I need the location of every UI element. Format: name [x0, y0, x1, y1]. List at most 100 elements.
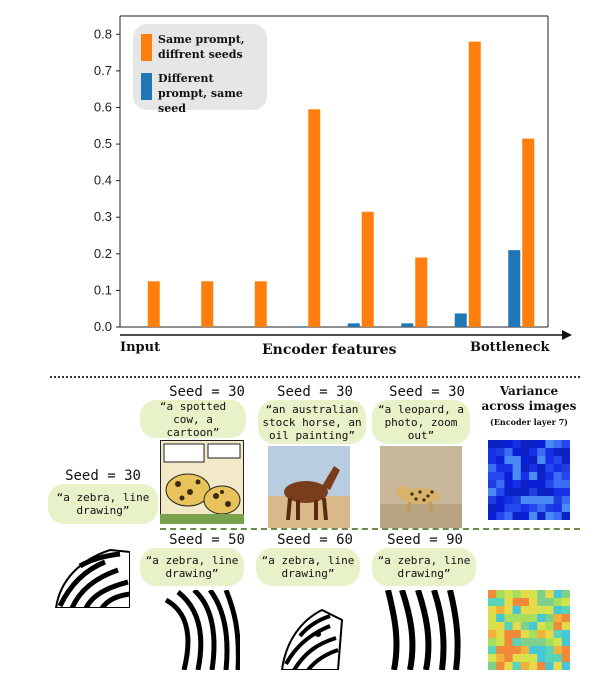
heatmap-cell — [561, 638, 570, 647]
heatmap-cell — [520, 496, 530, 505]
heatmap-cell — [520, 488, 530, 497]
heatmap-cell — [512, 614, 522, 623]
heatmap-cell — [512, 480, 522, 489]
heatmap-cell — [488, 496, 497, 505]
heatmap-cell — [488, 488, 497, 497]
blue-bar-3 — [294, 326, 307, 327]
heatmap-cell — [545, 456, 555, 465]
heatmap-cell — [520, 440, 530, 449]
heatmap-cell — [545, 448, 555, 457]
heatmap-cell — [545, 598, 555, 607]
heatmap-cell — [496, 638, 505, 647]
heatmap-cell — [504, 614, 514, 623]
bottom2-seed-label: Seed = 60 — [277, 532, 353, 548]
blue-bar-5 — [401, 323, 414, 327]
top1-prompt-bubble: “a spotted cow, a cartoon” — [140, 400, 246, 439]
heatmap-cell — [529, 448, 538, 457]
left-prompt-bubble: “a zebra, line drawing” — [48, 484, 158, 524]
heatmap-cell — [561, 440, 570, 449]
heatmap-cell — [512, 646, 522, 655]
heatmap-cell — [504, 504, 514, 513]
heatmap-cell — [537, 614, 546, 623]
heatmap-cell — [512, 598, 522, 607]
heatmap-cell — [496, 496, 505, 505]
y-tick-label-6: 0.6 — [94, 99, 112, 114]
heatmap-cell — [561, 456, 570, 465]
heatmap-cell — [512, 488, 522, 497]
heatmap-cell — [529, 504, 538, 513]
heatmap-cell — [504, 606, 514, 615]
heatmap-cell — [553, 512, 563, 520]
heatmap-cell — [520, 590, 530, 599]
heatmap-cell — [512, 512, 522, 520]
heatmap-cell — [561, 654, 570, 663]
heatmap-cell — [537, 488, 546, 497]
heatmap-cell — [529, 654, 538, 663]
heatmap-cell — [520, 614, 530, 623]
orange-bar-4 — [361, 211, 374, 327]
y-tick-label-5: 0.5 — [94, 136, 112, 151]
heatmap-cell — [553, 448, 563, 457]
heatmap-cell — [520, 662, 530, 670]
heatmap-cell — [537, 606, 546, 615]
zebra-image-seed-60 — [272, 590, 352, 670]
heatmap-cell — [529, 488, 538, 497]
y-tick-label-3: 0.3 — [94, 209, 112, 224]
heatmap-cell — [545, 480, 555, 489]
heatmap-cell — [553, 480, 563, 489]
legend-label-blue: Different prompt, same seed — [158, 72, 243, 115]
heatmap-cell — [512, 606, 522, 615]
heatmap-cell — [496, 512, 505, 520]
heatmap-cell — [504, 488, 514, 497]
heatmap-cell — [561, 606, 570, 615]
heatmap-cell — [496, 622, 505, 631]
heatmap-cell — [553, 614, 563, 623]
heatmap-cell — [553, 456, 563, 465]
heatmap-cell — [545, 662, 555, 670]
row-divider — [160, 528, 580, 530]
heatmap-cell — [488, 662, 497, 670]
heatmap-cell — [520, 622, 530, 631]
heatmap-cell — [512, 464, 522, 473]
bottom1-seed-label: Seed = 50 — [169, 532, 245, 548]
heatmap-cell — [545, 646, 555, 655]
heatmap-cell — [529, 646, 538, 655]
orange-bar-0 — [147, 281, 160, 327]
heatmap-cell — [537, 440, 546, 449]
heatmap-cell — [504, 590, 514, 599]
variance-title: Variance across images — [481, 384, 577, 413]
x-axis-title: Encoder features — [262, 342, 397, 358]
orange-bar-7 — [522, 138, 535, 327]
heatmap-cell — [488, 480, 497, 489]
bottom1-prompt-bubble: “a zebra, line drawing” — [140, 548, 244, 586]
heatmap-cell — [504, 496, 514, 505]
heatmap-cell — [520, 654, 530, 663]
heatmap-cell — [504, 480, 514, 489]
heatmap-cell — [496, 488, 505, 497]
heatmap-cell — [488, 630, 497, 639]
heatmap-cell — [529, 622, 538, 631]
heatmap-cell — [529, 440, 538, 449]
heatmap-cell — [537, 646, 546, 655]
blue-bar-7 — [508, 250, 521, 327]
heatmap-cell — [512, 448, 522, 457]
heatmap-cell — [520, 512, 530, 520]
variance-heatmap-colored — [488, 590, 570, 670]
heatmap-cell — [496, 654, 505, 663]
top1-seed-label: Seed = 30 — [169, 384, 245, 400]
heatmap-cell — [512, 662, 522, 670]
heatmap-cell — [520, 638, 530, 647]
heatmap-cell — [520, 606, 530, 615]
heatmap-cell — [537, 472, 546, 481]
heatmap-cell — [553, 598, 563, 607]
heatmap-cell — [561, 662, 570, 670]
heatmap-cell — [504, 448, 514, 457]
heatmap-cell — [512, 496, 522, 505]
heatmap-cell — [496, 598, 505, 607]
heatmap-cell — [504, 638, 514, 647]
horse-painting-image — [268, 446, 350, 528]
heatmap-cell — [529, 480, 538, 489]
leopard-photo-image — [380, 446, 462, 528]
heatmap-cell — [504, 630, 514, 639]
heatmap-cell — [537, 456, 546, 465]
